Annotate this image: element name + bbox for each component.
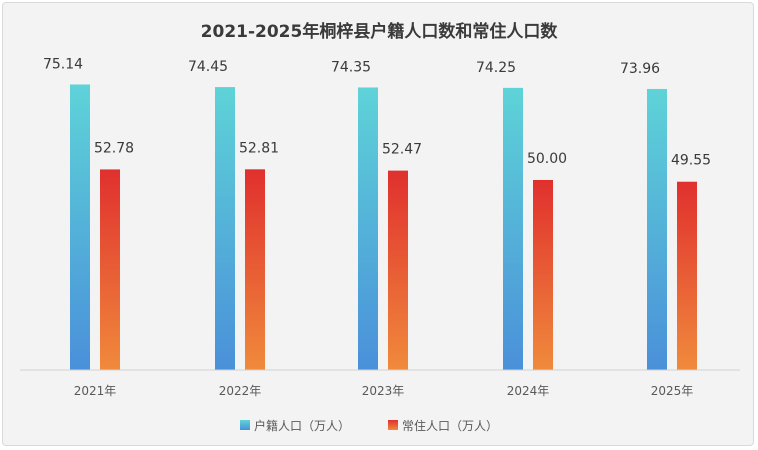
legend-registered-swatch	[240, 420, 250, 430]
label-resident-4: 49.55	[671, 153, 711, 169]
bar-resident-2	[388, 170, 408, 370]
label-resident-0: 52.78	[94, 140, 134, 156]
bar-registered-1	[215, 87, 235, 370]
category-labels-group: 2021年 2022年 2023年 2024年 2025年	[74, 384, 694, 398]
category-label-3: 2024年	[507, 384, 550, 398]
label-resident-3: 50.00	[527, 151, 567, 167]
chart-title: 2021-2025年桐梓县户籍人口数和常住人口数	[201, 21, 559, 42]
label-registered-1: 74.45	[188, 59, 228, 75]
category-label-0: 2021年	[74, 384, 117, 398]
bars-group	[70, 84, 697, 371]
label-registered-3: 74.25	[476, 60, 516, 76]
legend-registered-label: 户籍人口（万人）	[254, 418, 350, 433]
bar-registered-2	[358, 87, 378, 370]
bar-resident-1	[245, 169, 265, 370]
category-label-1: 2022年	[219, 384, 262, 398]
category-label-2: 2023年	[362, 384, 405, 398]
bar-resident-3	[533, 180, 553, 370]
label-registered-0: 75.14	[43, 56, 83, 72]
bar-registered-3	[503, 87, 523, 370]
bar-registered-0	[70, 84, 90, 370]
category-label-4: 2025年	[651, 384, 694, 398]
legend-resident-swatch	[388, 420, 398, 430]
label-registered-4: 73.96	[620, 61, 660, 77]
bar-resident-4	[677, 181, 697, 370]
value-labels-group: 75.14 52.78 74.45 52.81 74.35 52.47 74.25 50.00…	[43, 56, 711, 168]
bar-resident-0	[100, 169, 120, 370]
bar-registered-4	[647, 88, 667, 371]
label-registered-2: 74.35	[331, 59, 371, 75]
label-resident-2: 52.47	[382, 142, 422, 158]
legend-resident-label: 常住人口（万人）	[402, 419, 498, 433]
legend: 户籍人口（万人） 常住人口（万人）	[240, 418, 498, 433]
label-resident-1: 52.81	[239, 140, 279, 156]
